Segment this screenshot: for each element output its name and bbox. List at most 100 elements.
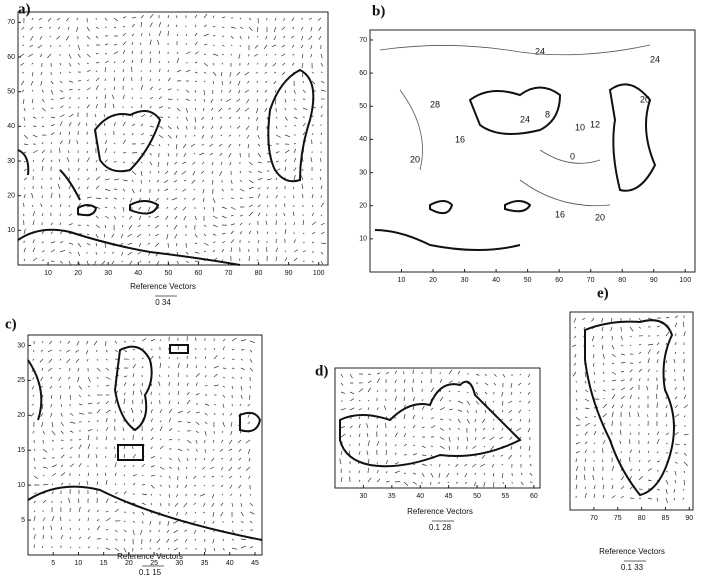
vector-arrow [140, 114, 146, 118]
vector-arrow [204, 547, 206, 553]
vector-arrow [674, 386, 677, 391]
vector-arrow [257, 187, 261, 190]
vector-arrow [150, 493, 153, 496]
vector-arrow [575, 424, 581, 427]
vector-arrow [439, 379, 443, 384]
vector-arrow [96, 376, 99, 379]
vector-arrow [182, 161, 187, 165]
vector-arrow [412, 424, 416, 429]
vector-arrow [275, 151, 280, 154]
vector-arrow [191, 179, 196, 184]
vector-arrow [203, 520, 206, 525]
vector-arrow [584, 431, 588, 436]
vector-arrow [394, 370, 398, 375]
panel-label: d) [315, 363, 328, 379]
vector-arrow [474, 481, 477, 487]
vector-arrow [140, 21, 143, 28]
vector-arrow [59, 349, 62, 352]
vector-arrow [69, 456, 72, 459]
vector-arrow [239, 35, 242, 40]
vector-arrow [220, 502, 224, 507]
vector-arrow [140, 84, 144, 91]
vector-arrow [114, 399, 117, 405]
vector-arrow [457, 381, 461, 384]
vector-arrow [683, 433, 689, 436]
vector-arrow [238, 143, 241, 147]
vector-arrow [168, 457, 173, 461]
vector-arrow [113, 61, 116, 64]
vector-arrow [194, 260, 200, 263]
vector-arrow [132, 454, 137, 459]
vector-arrow [448, 408, 453, 411]
vector-arrow [349, 398, 355, 402]
vector-arrow [448, 390, 451, 393]
vector-arrow [501, 409, 504, 413]
vector-arrow [275, 186, 278, 190]
vector-arrow [140, 123, 144, 127]
vector-arrow [96, 519, 100, 522]
vector-arrow [23, 160, 26, 163]
vector-arrow [122, 197, 125, 200]
contour-label: 28 [430, 99, 440, 109]
vector-arrow [311, 221, 317, 226]
vector-arrow [247, 143, 250, 149]
y-tick-label: 10 [359, 236, 367, 243]
vector-arrow [65, 35, 70, 41]
vector-arrow [656, 335, 659, 337]
vector-arrow [228, 475, 233, 479]
vector-arrow [638, 450, 641, 454]
vector-arrow [230, 35, 234, 39]
vector-arrow [59, 114, 65, 118]
vector-arrow [167, 77, 171, 82]
vector-arrow [131, 170, 137, 175]
vector-arrow [95, 70, 98, 73]
vector-arrow [311, 231, 316, 235]
vector-arrow [520, 481, 524, 486]
vector-arrow [166, 529, 170, 533]
vector-arrow [320, 80, 325, 84]
vector-arrow [628, 439, 631, 445]
vector-arrow [421, 445, 426, 448]
vector-arrow [302, 89, 306, 93]
vector-arrow [412, 453, 418, 456]
vector-arrow [282, 62, 286, 66]
vector-arrow [32, 125, 37, 127]
vector-arrow [620, 458, 622, 463]
vector-arrow [212, 71, 217, 77]
vector-arrow [155, 197, 160, 202]
vector-arrow [367, 440, 370, 447]
vector-arrow [683, 479, 685, 486]
vector-arrow [23, 177, 28, 181]
vector-arrow [203, 529, 206, 533]
vector-arrow [50, 124, 55, 127]
vector-arrow [292, 53, 295, 56]
vector-arrow [492, 427, 495, 430]
vector-arrow [302, 122, 306, 127]
panel: c)5 10 15 20 25 30 35 40 4551015202530Reference … [5, 316, 263, 577]
vector-arrow [501, 427, 504, 431]
vector-arrow [168, 438, 173, 441]
vector-arrow [674, 425, 677, 427]
vector-arrow [127, 251, 133, 256]
vector-arrow [403, 396, 406, 402]
vector-arrow [229, 71, 232, 77]
vector-arrow [480, 463, 486, 467]
y-tick-label: 30 [7, 158, 15, 165]
vector-arrow [155, 224, 160, 229]
y-tick-label: 25 [17, 377, 25, 384]
vector-arrow [283, 212, 286, 217]
vector-arrow [229, 80, 232, 85]
vector-arrow [311, 115, 314, 118]
vector-arrow [157, 206, 160, 210]
vector-arrow [656, 350, 660, 355]
vector-arrow [48, 367, 53, 372]
vector-arrow [367, 477, 372, 483]
vector-arrow [50, 192, 53, 199]
vector-arrow [177, 420, 182, 423]
vector-arrow [105, 498, 109, 504]
vector-arrow [203, 484, 206, 487]
vector-arrow [122, 32, 126, 37]
vector-arrow [620, 335, 623, 340]
vector-arrow [448, 427, 451, 431]
x-tick-label: 35 [388, 493, 396, 500]
